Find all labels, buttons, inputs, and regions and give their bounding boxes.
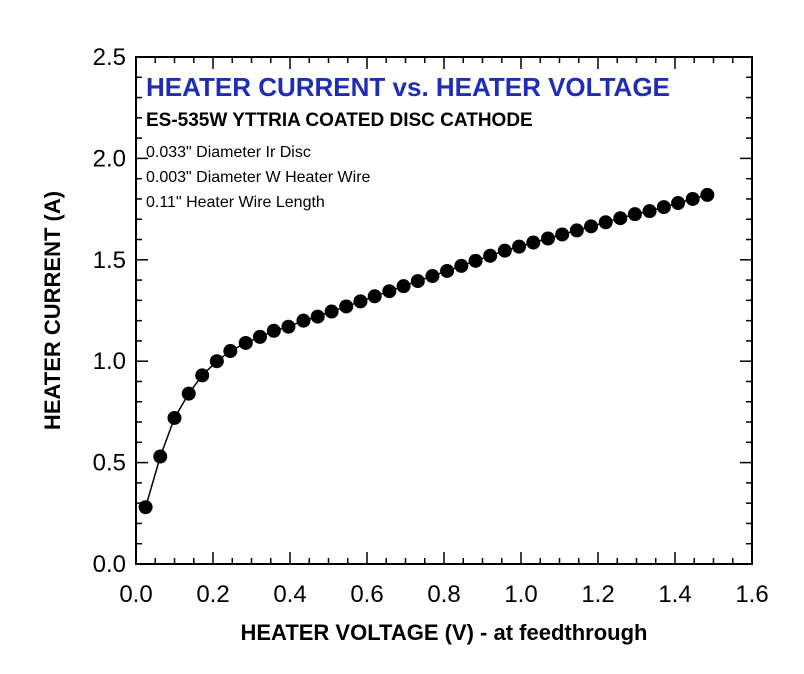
annotation-wire-length: 0.11" Heater Wire Length — [146, 194, 325, 211]
data-point — [569, 223, 584, 238]
data-point — [339, 299, 354, 314]
data-point — [440, 263, 455, 278]
chart-subtitle: ES-535W YTTRIA COATED DISC CATHODE — [146, 110, 533, 131]
data-point — [167, 410, 182, 425]
data-point — [296, 313, 311, 328]
data-point — [410, 274, 425, 289]
data-point — [555, 227, 570, 242]
x-tick-label: 1.0 — [504, 581, 537, 608]
data-point — [700, 187, 715, 202]
y-tick-label: 2.0 — [93, 145, 126, 172]
x-tick-label: 1.4 — [658, 581, 691, 608]
data-point — [685, 191, 700, 206]
data-point — [310, 309, 325, 324]
x-tick-label: 0.8 — [427, 581, 460, 608]
data-point — [209, 354, 224, 369]
x-tick-label: 0.2 — [196, 581, 229, 608]
data-point — [656, 200, 671, 215]
data-point — [181, 386, 196, 401]
data-point — [497, 243, 512, 258]
x-tick-label: 1.6 — [735, 581, 768, 608]
data-point — [252, 329, 267, 344]
data-series — [138, 187, 715, 515]
x-tick-label: 0.6 — [350, 581, 383, 608]
y-tick-label: 1.0 — [93, 348, 126, 375]
annotation-wire-diameter: 0.003" Diameter W Heater Wire — [146, 169, 371, 186]
data-point — [468, 253, 483, 268]
data-point — [382, 284, 397, 299]
data-point — [396, 279, 411, 294]
y-tick-label: 2.5 — [93, 44, 126, 71]
chart-title: HEATER CURRENT vs. HEATER VOLTAGE — [146, 72, 670, 102]
x-tick-label: 0.4 — [273, 581, 306, 608]
x-tick-label: 0.0 — [119, 581, 152, 608]
data-point — [353, 294, 368, 309]
data-point — [138, 500, 153, 515]
data-point — [598, 215, 613, 230]
data-point — [281, 319, 296, 334]
data-point — [483, 248, 498, 263]
data-point — [195, 368, 210, 383]
x-tick-label: 1.2 — [581, 581, 614, 608]
axes: 0.0 0.2 0.4 0.6 0.8 1.0 1.2 1.4 1.6 0.0 0.5 1.0 1.5 2… — [93, 44, 769, 608]
data-point — [642, 204, 657, 219]
data-point — [671, 196, 686, 211]
data-point — [627, 207, 642, 222]
y-tick-label: 1.5 — [93, 247, 126, 274]
data-point — [153, 449, 168, 464]
data-point — [223, 344, 238, 359]
y-axis-title: HEATER CURRENT (A) — [40, 191, 65, 430]
data-point — [454, 258, 469, 273]
data-point — [540, 231, 555, 246]
annotation-disc-diameter: 0.033" Diameter Ir Disc — [146, 144, 311, 161]
data-point — [425, 269, 440, 284]
data-point — [238, 335, 253, 350]
data-point — [613, 211, 628, 226]
plot-frame — [135, 56, 753, 565]
data-point — [526, 235, 541, 250]
data-point — [584, 219, 599, 234]
data-point — [367, 289, 382, 304]
y-tick-label: 0.0 — [93, 551, 126, 578]
series-line — [144, 194, 708, 508]
data-point — [512, 239, 527, 254]
data-point — [324, 304, 339, 319]
data-point — [266, 323, 281, 338]
y-tick-label: 0.5 — [93, 450, 126, 477]
x-axis-title: HEATER VOLTAGE (V) - at feedthrough — [241, 620, 648, 645]
